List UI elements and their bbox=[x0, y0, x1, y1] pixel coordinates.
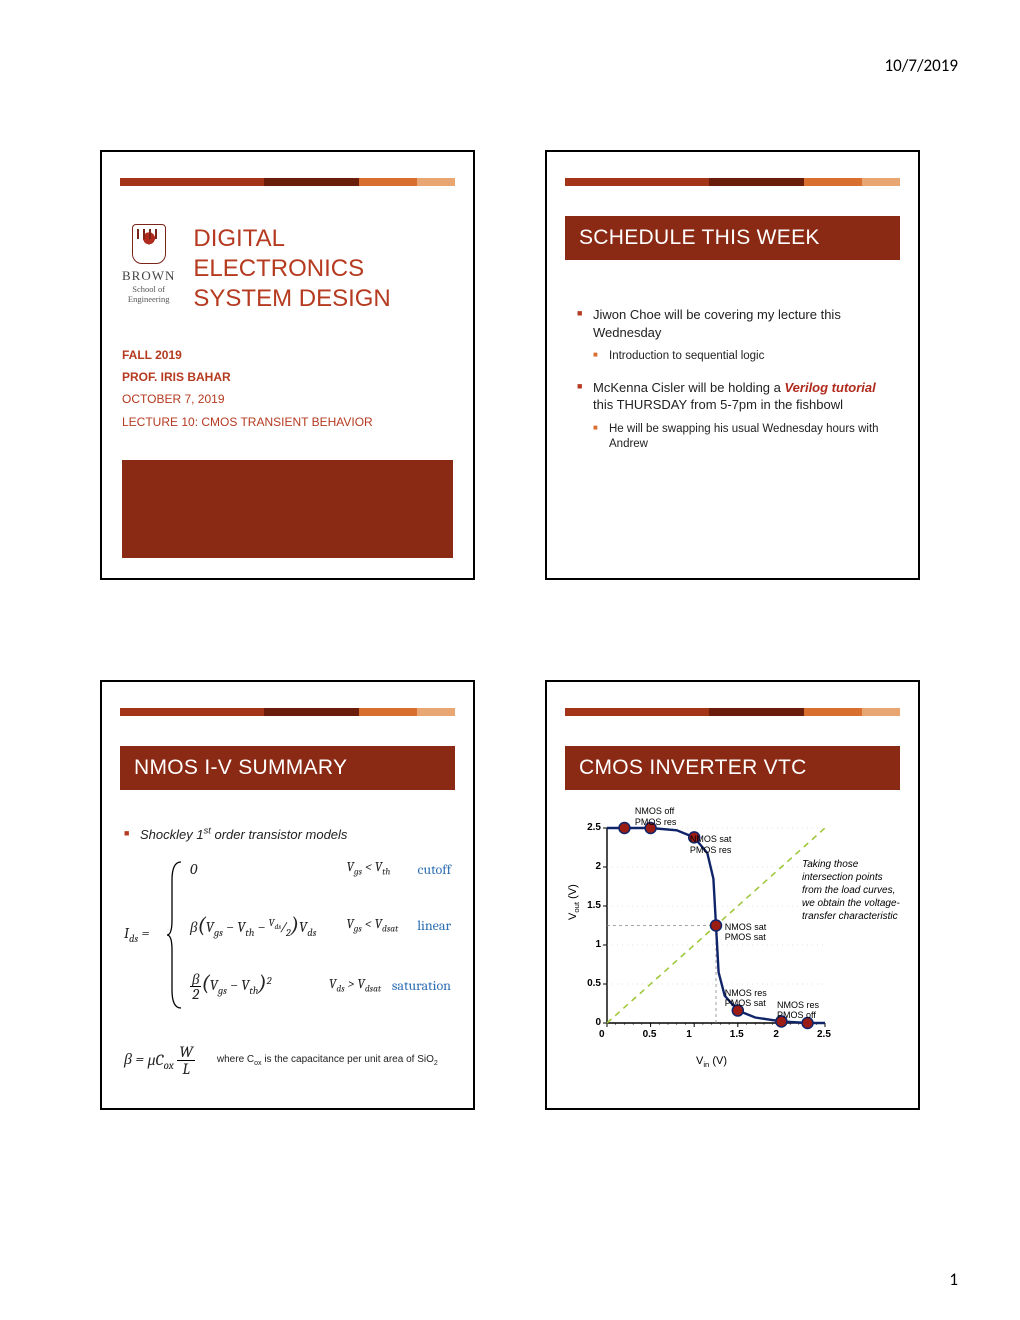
ids-label: Ids = bbox=[124, 924, 149, 945]
item-text: Jiwon Choe will be covering my lecture t… bbox=[593, 307, 841, 340]
x-tick: 2 bbox=[773, 1029, 779, 1040]
slide1-footer bbox=[122, 460, 453, 558]
vtc-chart: Vout (V) Vin (V) 00.511.522.500.511.522.… bbox=[571, 800, 831, 1045]
side-note: Taking those intersection points from th… bbox=[802, 858, 904, 923]
slide-nmos: NMOS I-V SUMMARY Shockley 1st order tran… bbox=[100, 680, 475, 1110]
y-tick: 2.5 bbox=[579, 822, 601, 833]
schedule-item: McKenna Cisler will be holding a Verilog… bbox=[577, 379, 888, 453]
linear-label: linear bbox=[417, 917, 451, 934]
semester: FALL 2019 bbox=[122, 344, 453, 366]
sub-item: He will be swapping his usual Wednesday … bbox=[593, 422, 888, 453]
lecture-line: LECTURE 10: CMOS TRANSIENT BEHAVIOR bbox=[122, 411, 453, 433]
slide3-body: Shockley 1st order transistor models Ids… bbox=[102, 790, 473, 1077]
item-text: McKenna Cisler will be holding a bbox=[593, 380, 784, 395]
slide3-title: NMOS I-V SUMMARY bbox=[120, 746, 455, 790]
schedule-item: Jiwon Choe will be covering my lecture t… bbox=[577, 306, 888, 365]
slide2-title: SCHEDULE THIS WEEK bbox=[565, 216, 900, 260]
region-annotation: NMOS resPMOS off bbox=[777, 1000, 819, 1021]
saturation-label: saturation bbox=[392, 977, 451, 994]
professor: PROF. IRIS BAHAR bbox=[122, 366, 453, 388]
slide1-meta: FALL 2019 PROF. IRIS BAHAR OCTOBER 7, 20… bbox=[122, 344, 453, 433]
slide2-body: Jiwon Choe will be covering my lecture t… bbox=[547, 260, 918, 453]
region-annotation: NMOS resPMOS sat bbox=[725, 988, 767, 1009]
logo-sub: School of Engineering bbox=[122, 284, 175, 304]
beta-equation: β = μCox WL where Cox is the capacitance… bbox=[124, 1044, 451, 1077]
brown-logo: BROWN School of Engineering bbox=[122, 224, 175, 304]
eq-row-linear: β(Vgs − Vth − Vds⁄2)Vds Vgs < Vdsat line… bbox=[190, 912, 451, 939]
item-text: this THURSDAY from 5-7pm in the fishbowl bbox=[593, 397, 843, 412]
x-tick: 0 bbox=[599, 1029, 605, 1040]
shockley-bullet: Shockley 1st order transistor models bbox=[124, 826, 451, 842]
page-number: 1 bbox=[949, 1269, 958, 1290]
slide-title: BROWN School of Engineering DIGITAL ELEC… bbox=[100, 150, 475, 580]
beta-note: where Cox is the capacitance per unit ar… bbox=[217, 1054, 438, 1067]
slide-schedule: SCHEDULE THIS WEEK Jiwon Choe will be co… bbox=[545, 150, 920, 580]
logo-name: BROWN bbox=[122, 268, 175, 284]
y-tick: 0 bbox=[579, 1017, 601, 1028]
cutoff-label: cutoff bbox=[418, 861, 451, 878]
color-bar bbox=[120, 178, 455, 186]
x-tick: 1.5 bbox=[730, 1029, 744, 1040]
eq-row-cutoff: 0 Vgs < Vth cutoff bbox=[190, 860, 451, 878]
y-tick: 1 bbox=[579, 939, 601, 950]
slide-vtc: CMOS INVERTER VTC Vout (V) Vin (V) 00.51… bbox=[545, 680, 920, 1110]
slide1-title: DIGITAL ELECTRONICS SYSTEM DESIGN bbox=[193, 224, 453, 314]
crest-icon bbox=[132, 224, 166, 264]
region-annotation: NMOS satPMOS res bbox=[690, 834, 732, 855]
slide4-body: Vout (V) Vin (V) 00.511.522.500.511.522.… bbox=[547, 790, 918, 1045]
color-bar bbox=[120, 708, 455, 716]
sub-item: Introduction to sequential logic bbox=[593, 349, 888, 365]
brace-icon bbox=[166, 860, 184, 1010]
region-annotation: NMOS satPMOS sat bbox=[725, 922, 767, 943]
eq-row-sat: β2(Vgs − Vth)2 Vds > Vdsat saturation bbox=[190, 970, 451, 1001]
x-tick: 2.5 bbox=[817, 1029, 831, 1040]
x-tick: 0.5 bbox=[643, 1029, 657, 1040]
x-tick: 1 bbox=[686, 1029, 692, 1040]
page-date: 10/7/2019 bbox=[885, 55, 958, 76]
y-tick: 0.5 bbox=[579, 978, 601, 989]
x-axis-label: Vin (V) bbox=[696, 1055, 727, 1069]
slide4-title: CMOS INVERTER VTC bbox=[565, 746, 900, 790]
y-tick: 2 bbox=[579, 861, 601, 872]
color-bar bbox=[565, 178, 900, 186]
equation-area: Ids = 0 Vgs < Vth cutoff β(Vgs − Vth − V… bbox=[124, 856, 451, 1016]
color-bar bbox=[565, 708, 900, 716]
date-line: OCTOBER 7, 2019 bbox=[122, 388, 453, 410]
verilog-emph: Verilog tutorial bbox=[784, 380, 875, 395]
slide-grid: BROWN School of Engineering DIGITAL ELEC… bbox=[100, 150, 920, 1110]
y-tick: 1.5 bbox=[579, 900, 601, 911]
region-annotation: NMOS offPMOS res bbox=[635, 806, 677, 827]
